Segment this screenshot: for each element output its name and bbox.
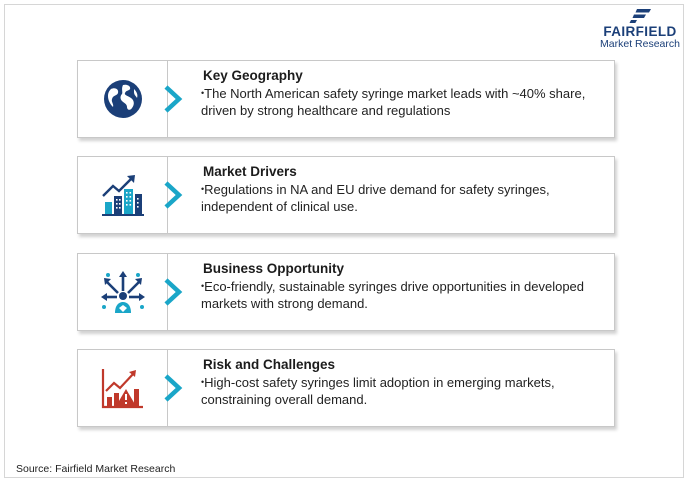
card-market-drivers: Market Drivers •Regulations in NA and EU… [77,156,615,234]
card-business-opportunity: Business Opportunity •Eco-friendly, sust… [77,253,615,331]
card-title: Business Opportunity [203,261,345,276]
card-text: The North American safety syringe market… [201,86,586,118]
logo-mark-icon [629,9,651,23]
card-text: High-cost safety syringes limit adoption… [201,375,555,407]
bullet: • [201,184,205,194]
card-title: Market Drivers [203,164,297,179]
brand-name: FAIRFIELD [603,24,677,39]
card-title: Risk and Challenges [203,357,336,372]
chevron-right-icon [164,181,183,209]
card-description: •Regulations in NA and EU drive demand f… [201,181,611,215]
source-note: Source: Fairfield Market Research [16,463,176,475]
bullet: • [201,281,205,291]
brand-logo: FAIRFIELD Market Research [592,8,688,56]
growth-buildings-icon [101,175,144,216]
card-icon-cell [78,350,168,426]
card-key-geography: Key Geography •The North American safety… [77,60,615,138]
card-icon-cell [78,61,168,137]
chevron-right-icon [164,85,183,113]
card-description: •Eco-friendly, sustainable syringes driv… [201,278,611,312]
card-title: Key Geography [203,68,303,83]
bullet: • [201,88,205,98]
globe-icon [103,80,142,118]
brand-tagline: Market Research [600,38,680,50]
card-icon-cell [78,254,168,330]
card-text: Regulations in NA and EU drive demand fo… [201,182,550,214]
card-description: •High-cost safety syringes limit adoptio… [201,374,611,408]
content-frame [4,4,684,478]
card-description: •The North American safety syringe marke… [201,85,611,119]
chevron-right-icon [164,278,183,306]
card-icon-cell [78,157,168,233]
risk-chart-icon [101,369,143,409]
card-text: Eco-friendly, sustainable syringes drive… [201,279,585,311]
chevron-right-icon [164,374,183,402]
opportunity-arrows-icon [100,271,145,313]
card-risk-and-challenges: Risk and Challenges •High-cost safety sy… [77,349,615,427]
bullet: • [201,377,205,387]
